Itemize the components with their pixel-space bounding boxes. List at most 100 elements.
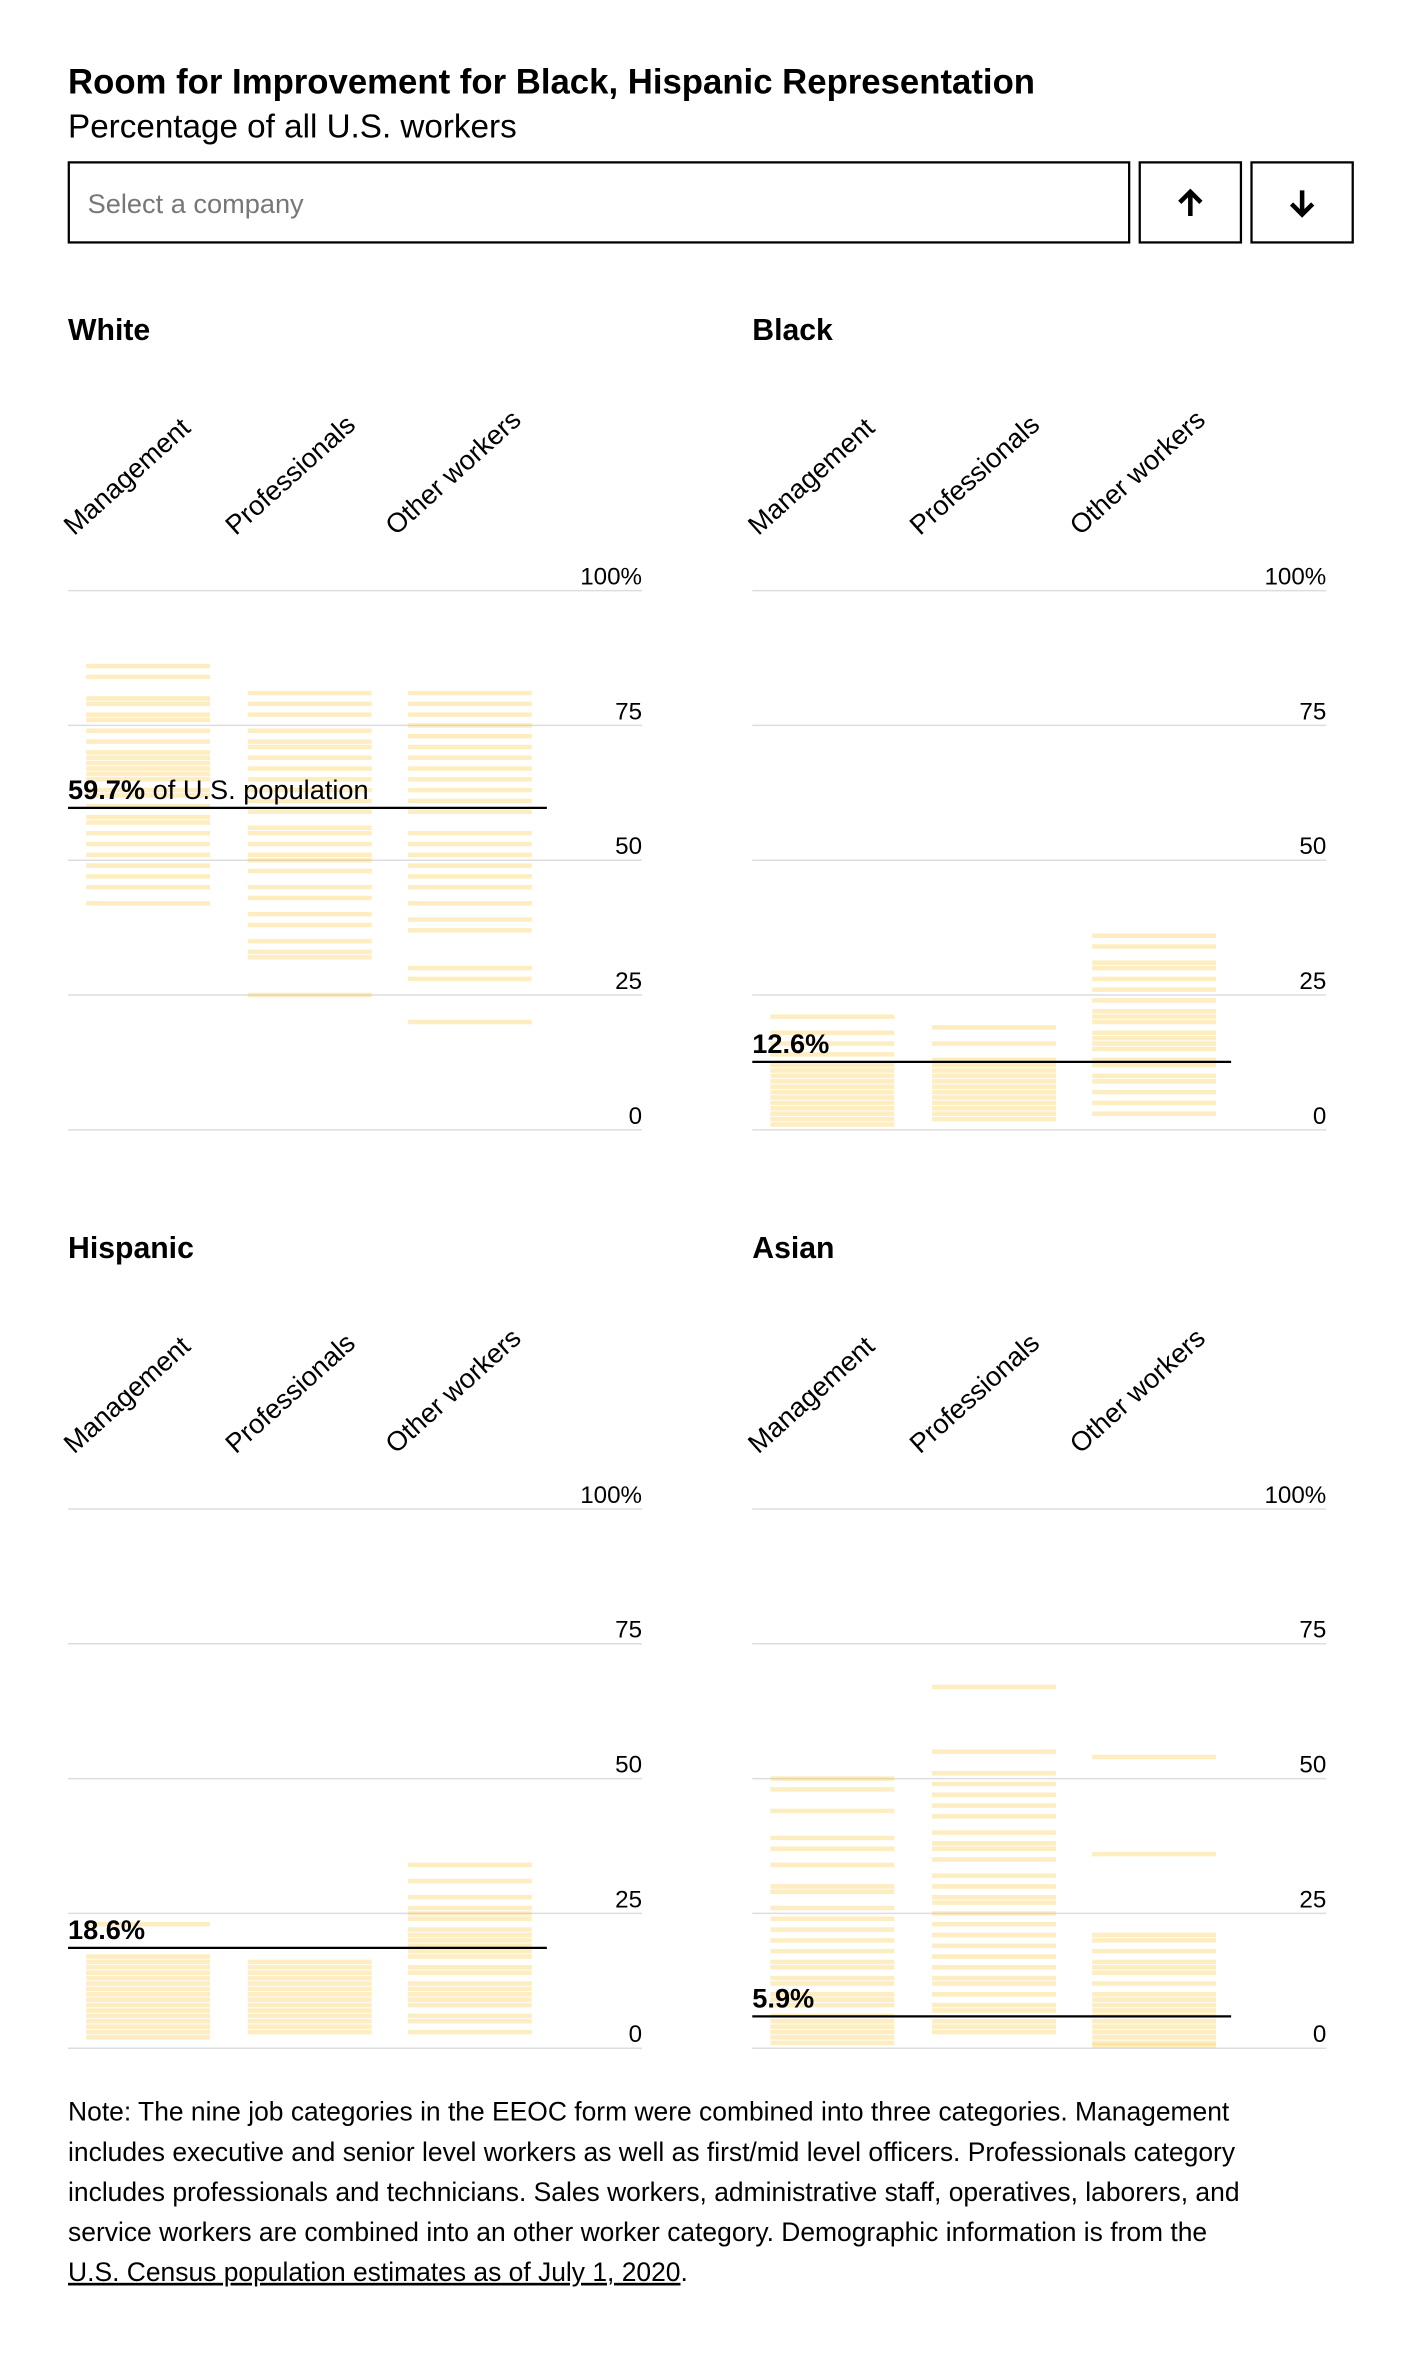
strip-mark	[407, 723, 532, 728]
strip-mark	[407, 884, 532, 890]
strip-mark	[86, 701, 211, 707]
strip-mark	[86, 712, 211, 717]
strip-mark	[86, 760, 211, 766]
strip-mark	[407, 841, 532, 847]
y-tick-label: 0	[1313, 2021, 1326, 2048]
strip-mark	[86, 2013, 211, 2019]
strip-mark	[86, 901, 211, 906]
strip-mark	[247, 825, 372, 831]
strip-mark	[86, 1965, 211, 1970]
strip-mark	[1092, 2008, 1217, 2013]
strip-mark	[1092, 2043, 1217, 2048]
strip-mark	[247, 938, 372, 944]
chart-title: Room for Improvement for Black, Hispanic…	[68, 64, 1035, 102]
strip-mark	[86, 841, 211, 847]
panel-title: White	[68, 314, 150, 347]
strip-mark	[1092, 1030, 1217, 1036]
strip-mark	[86, 750, 211, 755]
y-tick-label: 25	[1299, 968, 1326, 995]
strip-mark	[932, 1062, 1056, 1068]
strip-mark	[407, 917, 532, 922]
strip-mark	[770, 1095, 895, 1100]
up-arrow[interactable]	[1178, 188, 1203, 216]
strip-mark	[932, 1025, 1056, 1030]
strip-mark	[247, 955, 372, 960]
strip-mark	[247, 1997, 372, 2002]
strip-mark	[247, 884, 372, 890]
strip-mark	[247, 1965, 372, 1970]
strip-mark	[86, 755, 211, 761]
strip-mark	[86, 1986, 211, 1992]
strip-mark	[1092, 1938, 1217, 1943]
y-tick-label: 75	[615, 1617, 642, 1644]
strip-mark	[247, 2008, 372, 2013]
strip-mark	[932, 1814, 1056, 1819]
strip-mark	[932, 2024, 1056, 2029]
note-line: service workers are combined into an oth…	[68, 2217, 1207, 2247]
strip-mark	[1092, 1046, 1217, 1052]
category-label: Professionals	[219, 408, 361, 540]
panel-title: Black	[752, 314, 833, 347]
strip-mark	[86, 1992, 211, 1997]
reference-text: of U.S. population	[153, 774, 369, 805]
strip-mark	[407, 1019, 532, 1025]
strip-mark	[770, 1079, 895, 1084]
strip-mark	[770, 1106, 895, 1111]
strip-mark	[770, 1992, 895, 1997]
strip-mark	[770, 1959, 895, 1965]
note-line: Note: The nine job categories in the EEO…	[68, 2097, 1230, 2127]
category-label: Other workers	[1063, 1322, 1211, 1459]
down-arrow[interactable]	[1289, 190, 1315, 218]
strip-mark	[86, 766, 211, 771]
up-button[interactable]	[1138, 161, 1243, 244]
strip-mark	[86, 1970, 211, 1975]
note-link[interactable]: U.S. Census population estimates as of J…	[68, 2257, 680, 2287]
strip-mark	[932, 1932, 1056, 1938]
strip-mark	[932, 1884, 1056, 1889]
strip-mark	[407, 1862, 532, 1868]
strip-mark	[932, 1954, 1056, 1959]
strip-mark	[1092, 2024, 1217, 2029]
strip-mark	[247, 857, 372, 863]
strip-mark	[770, 1905, 895, 1911]
strip-mark	[86, 804, 211, 809]
strip-mark	[770, 1981, 895, 1986]
company-select[interactable]: Select a company	[67, 161, 1131, 244]
strip-mark	[407, 852, 532, 858]
strip-mark	[770, 1111, 895, 1116]
strip-mark	[86, 2008, 211, 2013]
strip-mark	[1092, 1111, 1217, 1116]
strip-mark	[770, 2002, 895, 2008]
strip-mark	[932, 1981, 1056, 1986]
strip-mark	[407, 701, 532, 707]
strip-mark	[932, 1830, 1056, 1835]
strip-mark	[247, 992, 372, 998]
strip-mark	[932, 1921, 1056, 1927]
strip-mark	[770, 1052, 895, 1057]
strip-mark	[86, 1959, 211, 1965]
down-button[interactable]	[1250, 161, 1354, 244]
strip-mark	[770, 2035, 895, 2040]
strip-mark	[86, 728, 211, 734]
strip-mark	[1092, 987, 1217, 992]
strip-mark	[1092, 1079, 1217, 1084]
strip-mark	[932, 1781, 1056, 1787]
strip-mark	[770, 1041, 895, 1046]
select-placeholder[interactable]: Select a company	[88, 188, 304, 219]
strip-mark	[770, 1997, 895, 2002]
strip-mark	[407, 1981, 532, 1986]
strip-mark	[86, 852, 211, 858]
strip-mark	[1092, 1948, 1217, 1954]
strip-mark	[932, 2002, 1056, 2008]
strip-mark	[932, 1073, 1056, 1079]
strip-mark	[1092, 965, 1217, 971]
strip-mark	[407, 1905, 532, 1911]
strip-mark	[247, 1992, 372, 1997]
strip-mark	[247, 744, 372, 750]
reference-label: 18.6%	[68, 1914, 145, 1945]
strip-mark	[407, 874, 532, 879]
strip-mark	[247, 755, 372, 761]
y-tick-label: 100%	[580, 564, 642, 591]
select-box[interactable]	[67, 161, 1131, 244]
strip-mark	[407, 712, 532, 717]
